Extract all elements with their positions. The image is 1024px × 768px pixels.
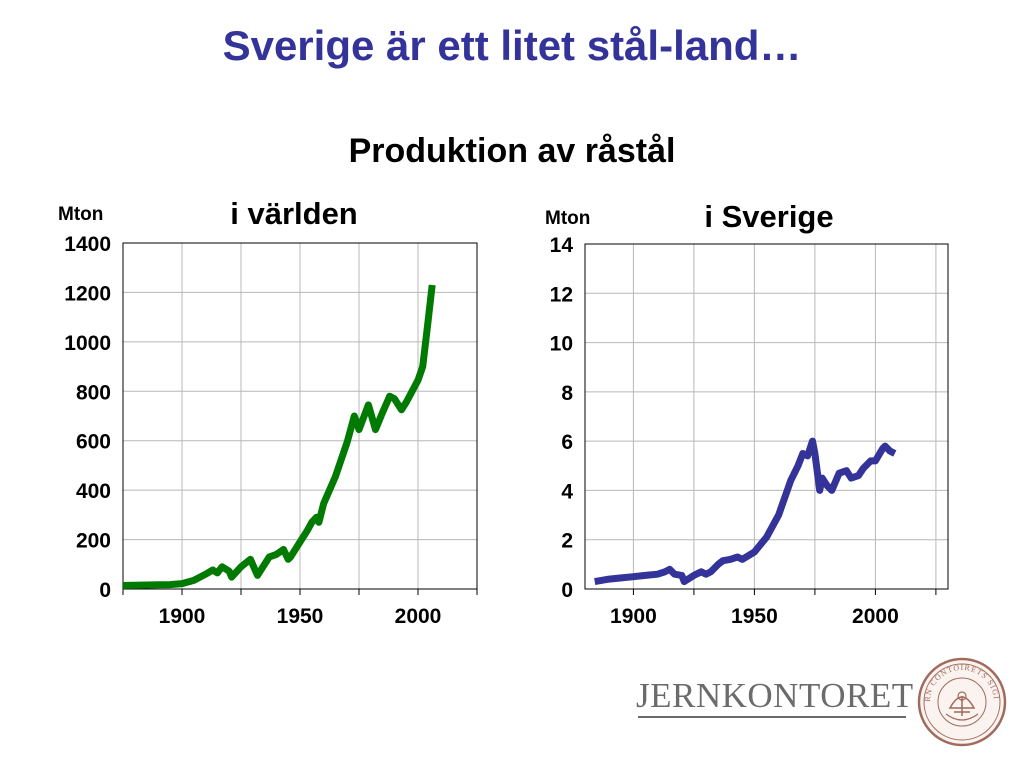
y-tick-label: 400	[76, 480, 111, 503]
y-tick-label: 1200	[64, 282, 111, 305]
y-axis-label: Mton	[545, 208, 590, 229]
x-tick-label: 1900	[610, 605, 657, 628]
chart-title: i världen	[230, 196, 358, 231]
x-tick-label: 1950	[731, 605, 778, 628]
logo-wordmark: JERNKONTORET	[636, 676, 914, 715]
series-line	[122, 284, 436, 589]
y-tick-label: 12	[550, 283, 573, 306]
y-axis-label: Mton	[58, 204, 103, 225]
y-tick-label: 4	[561, 480, 573, 503]
series-line	[594, 437, 897, 586]
x-tick-label: 1950	[277, 605, 324, 628]
y-tick-label: 2	[561, 530, 573, 553]
plot-frame	[122, 242, 478, 590]
chart-title: i Sverige	[704, 199, 833, 234]
y-tick-label: 10	[550, 333, 573, 356]
x-tick-label: 2000	[395, 605, 442, 628]
slide-subtitle: Produktion av råstål	[348, 132, 676, 170]
y-tick-label: 0	[99, 579, 111, 602]
y-tick-label: 200	[76, 530, 111, 553]
y-tick-label: 0	[561, 579, 573, 602]
x-tick-label: 1900	[159, 605, 206, 628]
x-tick-label: 2000	[852, 605, 899, 628]
y-tick-label: 8	[561, 382, 573, 405]
plot-frame	[584, 243, 949, 590]
y-tick-label: 600	[76, 431, 111, 454]
slide-title: Sverige är ett litet stål-land…	[222, 22, 802, 69]
y-tick-label: 1400	[64, 233, 111, 256]
y-tick-label: 800	[76, 381, 111, 404]
y-tick-label: 1000	[64, 332, 111, 355]
seal-icon: JERN CONTOIRETS SIGILL	[916, 656, 1007, 747]
y-tick-label: 14	[550, 234, 574, 257]
logo-underline	[638, 716, 906, 718]
y-tick-label: 6	[561, 431, 573, 454]
